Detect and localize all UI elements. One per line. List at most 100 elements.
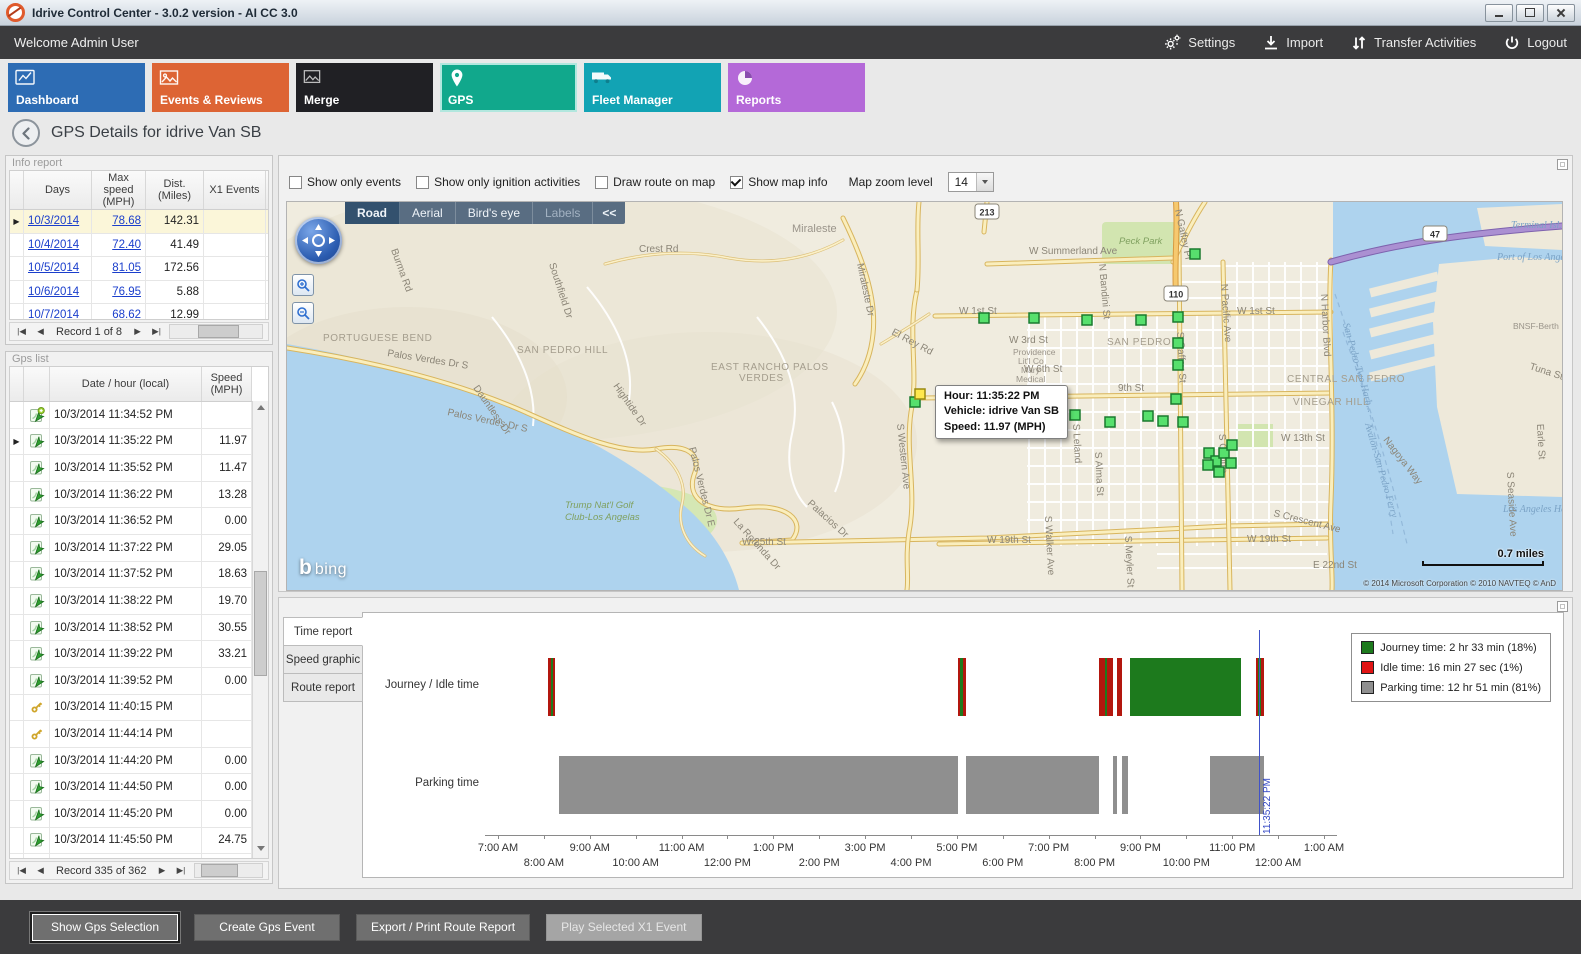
gps-list-row[interactable]: ▶ 10/3/2014 11:35:22 PM 11.97 bbox=[10, 428, 252, 456]
date-link[interactable]: 10/5/2014 bbox=[28, 262, 80, 275]
gps-list-row[interactable]: 10/3/2014 11:34:52 PM bbox=[10, 402, 252, 429]
gps-marker[interactable] bbox=[1170, 393, 1182, 405]
max-speed-cell[interactable]: 76.95 bbox=[92, 280, 146, 303]
next-record-button[interactable]: ▶ bbox=[134, 326, 141, 336]
gps-marker[interactable] bbox=[1172, 311, 1184, 323]
map-zoom-in-button[interactable] bbox=[292, 274, 314, 296]
gps-marker[interactable] bbox=[1177, 416, 1189, 428]
first-record-button[interactable]: |◀ bbox=[17, 865, 26, 875]
map-style-road[interactable]: Road bbox=[345, 202, 400, 224]
gps-marker-selected[interactable] bbox=[914, 388, 926, 400]
gps-list-row[interactable]: 10/3/2014 11:37:52 PM 18.63 bbox=[10, 561, 252, 589]
date-link[interactable]: 10/7/2014 bbox=[28, 309, 80, 320]
gps-list-row[interactable]: 10/3/2014 11:44:20 PM 0.00 bbox=[10, 747, 252, 775]
gps-list-row[interactable]: 10/3/2014 11:39:22 PM 33.21 bbox=[10, 641, 252, 668]
play-selected-x1-event-button[interactable]: Play Selected X1 Event bbox=[546, 913, 702, 941]
days-cell[interactable]: 10/5/2014 bbox=[24, 257, 92, 280]
gps-list-row[interactable]: 10/3/2014 11:36:52 PM 0.00 bbox=[10, 508, 252, 535]
back-button[interactable] bbox=[12, 119, 40, 147]
gps-marker[interactable] bbox=[1081, 314, 1093, 326]
checkbox-draw-route-on-map[interactable]: Draw route on map bbox=[595, 175, 715, 189]
gps-list-row[interactable]: 10/3/2014 11:44:50 PM 0.00 bbox=[10, 774, 252, 801]
checkbox-show-only-ignition-activities[interactable]: Show only ignition activities bbox=[416, 175, 580, 189]
gps-marker[interactable] bbox=[1028, 312, 1040, 324]
map-zoom-level-select[interactable]: 14 bbox=[947, 172, 994, 192]
tab-speed-graphic[interactable]: Speed graphic bbox=[283, 645, 363, 674]
export-print-route-report-button[interactable]: Export / Print Route Report bbox=[356, 913, 531, 941]
days-cell[interactable]: 10/4/2014 bbox=[24, 233, 92, 256]
topbar-action-import[interactable]: Import bbox=[1263, 35, 1323, 51]
days-cell[interactable]: 10/7/2014 bbox=[24, 304, 92, 320]
gps-marker[interactable] bbox=[1213, 466, 1225, 478]
tile-dashboard[interactable]: Dashboard bbox=[8, 63, 145, 112]
gps-list-row[interactable]: 10/3/2014 11:45:20 PM 0.00 bbox=[10, 800, 252, 828]
tile-events-reviews[interactable]: Events & Reviews bbox=[152, 63, 289, 112]
speed-link[interactable]: 78.68 bbox=[112, 215, 141, 228]
gps-list-row[interactable]: 10/3/2014 11:44:14 PM bbox=[10, 721, 252, 748]
map-viewport[interactable]: 213 110 47 Miraleste Peck Park W Summerland A… bbox=[286, 201, 1563, 591]
prev-record-button[interactable]: ◀ bbox=[37, 326, 44, 336]
gps-marker[interactable] bbox=[1157, 415, 1169, 427]
speed-link[interactable]: 72.40 bbox=[112, 238, 141, 251]
max-speed-cell[interactable]: 78.68 bbox=[92, 210, 146, 233]
info-report-row[interactable]: 10/5/2014 81.05 172.56 bbox=[10, 257, 268, 281]
map-zoom-out-button[interactable] bbox=[292, 302, 314, 324]
header-cell-dist[interactable]: Dist. (Miles) bbox=[146, 171, 204, 209]
gps-marker[interactable] bbox=[978, 312, 990, 324]
max-speed-cell[interactable]: 68.62 bbox=[92, 304, 146, 320]
speed-link[interactable]: 68.62 bbox=[112, 309, 141, 320]
checkbox-box[interactable] bbox=[595, 175, 609, 189]
info-report-row[interactable]: 10/7/2014 68.62 12.99 bbox=[10, 304, 268, 320]
last-record-button[interactable]: ▶| bbox=[176, 865, 186, 875]
scroll-up-icon[interactable] bbox=[256, 405, 265, 410]
header-cell-max[interactable]: Max speed (MPH) bbox=[92, 171, 146, 209]
tile-gps[interactable]: GPS bbox=[440, 63, 577, 112]
horizontal-scrollbar[interactable] bbox=[169, 324, 263, 339]
gps-marker[interactable] bbox=[1226, 439, 1238, 451]
map-compass-control[interactable] bbox=[295, 217, 342, 264]
gps-marker[interactable] bbox=[1135, 314, 1147, 326]
gps-list-row[interactable]: 10/3/2014 11:35:52 PM 11.47 bbox=[10, 455, 252, 482]
scrollbar-thumb[interactable] bbox=[254, 571, 267, 676]
topbar-action-transfer-activities[interactable]: Transfer Activities bbox=[1351, 35, 1476, 51]
gps-marker[interactable] bbox=[1218, 447, 1230, 459]
header-cell-speed[interactable]: Speed (MPH) bbox=[202, 367, 252, 401]
gps-list-row[interactable]: 10/3/2014 11:46:20 PM17.93 bbox=[10, 854, 252, 858]
map-style-labels[interactable]: Labels bbox=[533, 202, 594, 224]
gps-marker[interactable] bbox=[1142, 410, 1154, 422]
checkbox-show-map-info[interactable]: Show map info bbox=[730, 175, 828, 189]
map-style-bird-s-eye[interactable]: Bird's eye bbox=[456, 202, 533, 224]
date-link[interactable]: 10/3/2014 bbox=[28, 215, 80, 228]
panel-collapse-button[interactable] bbox=[1557, 601, 1568, 612]
header-cell-date-hour-local[interactable]: Date / hour (local) bbox=[50, 367, 202, 401]
checkbox-box[interactable] bbox=[730, 175, 744, 189]
panel-collapse-button[interactable] bbox=[1557, 159, 1568, 170]
scrollbar-thumb[interactable] bbox=[201, 864, 239, 877]
gps-marker[interactable] bbox=[1104, 416, 1116, 428]
minimize-button[interactable] bbox=[1485, 3, 1513, 22]
tab-time-report[interactable]: Time report bbox=[283, 617, 363, 646]
gps-marker[interactable] bbox=[1225, 457, 1237, 469]
max-speed-cell[interactable]: 81.05 bbox=[92, 257, 146, 280]
gps-list-row[interactable]: 10/3/2014 11:38:22 PM 19.70 bbox=[10, 588, 252, 615]
tile-fleet-manager[interactable]: Fleet Manager bbox=[584, 63, 721, 112]
speed-link[interactable]: 76.95 bbox=[112, 285, 141, 298]
gps-marker[interactable] bbox=[1203, 447, 1215, 459]
topbar-action-settings[interactable]: Settings bbox=[1164, 34, 1235, 51]
map-style-aerial[interactable]: Aerial bbox=[400, 202, 456, 224]
prev-record-button[interactable]: ◀ bbox=[37, 865, 44, 875]
checkbox-box[interactable] bbox=[289, 175, 302, 189]
gps-list-row[interactable]: 10/3/2014 11:40:15 PM bbox=[10, 694, 252, 722]
maximize-button[interactable] bbox=[1516, 3, 1544, 22]
info-report-row[interactable]: ▶ 10/3/2014 78.68 142.31 bbox=[10, 210, 268, 234]
gps-marker[interactable] bbox=[1172, 337, 1184, 349]
checkbox-box[interactable] bbox=[416, 175, 430, 189]
days-cell[interactable]: 10/6/2014 bbox=[24, 280, 92, 303]
topbar-action-logout[interactable]: Logout bbox=[1504, 35, 1567, 51]
header-cell-days[interactable]: Days bbox=[24, 171, 92, 209]
gps-list-row[interactable]: 10/3/2014 11:38:52 PM 30.55 bbox=[10, 614, 252, 642]
gps-marker[interactable] bbox=[1202, 459, 1214, 471]
next-record-button[interactable]: ▶ bbox=[158, 865, 166, 875]
speed-link[interactable]: 81.05 bbox=[112, 262, 141, 275]
